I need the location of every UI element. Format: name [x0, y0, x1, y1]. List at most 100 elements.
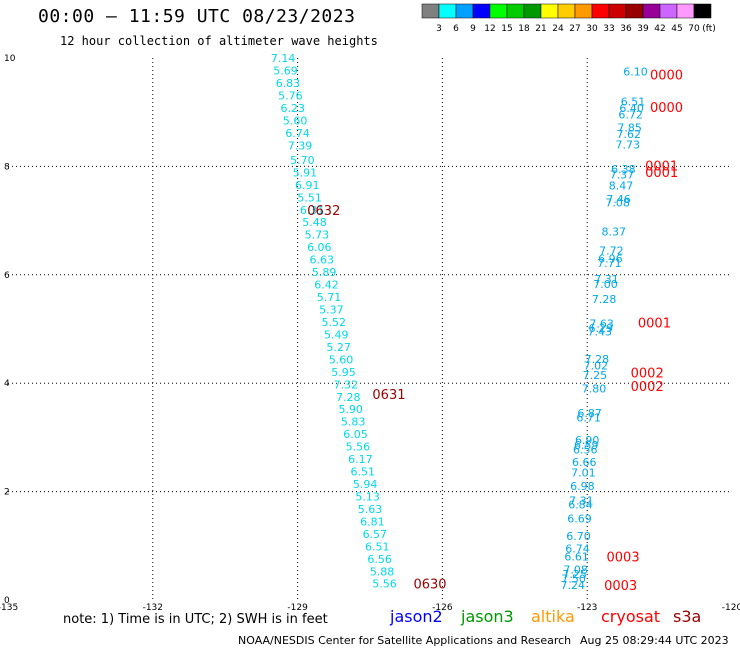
- colorbar-label: 33: [603, 24, 614, 34]
- wave-height-point: 6.63: [309, 254, 334, 267]
- wave-height-point: 7.28: [592, 293, 617, 306]
- wave-height-point: 6.38: [611, 163, 636, 176]
- wave-height-point: 7.62: [616, 128, 641, 141]
- pass-time-label: 0000: [650, 101, 683, 116]
- pass-time-label: 0631: [372, 388, 405, 403]
- legend-jason2: jason2: [390, 607, 443, 626]
- wave-height-point: 7.72: [599, 244, 624, 257]
- wave-height-point: 6.91: [295, 179, 320, 192]
- colorbar-label: 70: [688, 24, 700, 34]
- colorbar-label: 30: [586, 24, 598, 34]
- wave-height-point: 6.72: [618, 108, 643, 121]
- wave-height-point: 7.08: [563, 564, 588, 577]
- wave-height-point: 6.83: [276, 77, 301, 90]
- wave-height-point: 7.50: [561, 572, 586, 585]
- wave-height-point: 7.14: [271, 52, 296, 65]
- wave-height-point: 6.70: [566, 530, 591, 543]
- wave-height-point: 6.81: [360, 515, 385, 528]
- pass-time-label: 0632: [307, 204, 340, 219]
- wave-height-point: 6.98: [570, 480, 595, 493]
- chart-title: 00:00 — 11:59 UTC 08/23/2023: [38, 6, 356, 27]
- wave-height-point: 7.25: [562, 568, 587, 581]
- wave-height-point: 7.37: [610, 169, 635, 182]
- y-tick-label: 8: [4, 162, 10, 172]
- wave-height-point: 6.69: [567, 513, 592, 526]
- colorbar-label: (ft): [702, 24, 716, 34]
- y-tick-label: 2: [4, 488, 10, 498]
- colorbar-swatch: [693, 3, 712, 19]
- wave-height-point: 7.39: [288, 139, 313, 152]
- wave-height-point: 5.13: [355, 490, 380, 503]
- colorbar-label: 15: [501, 24, 512, 34]
- wave-height-point: 7.25: [583, 369, 608, 382]
- wave-height-point: 7.73: [615, 139, 640, 152]
- wave-height-point: 6.74: [285, 127, 310, 140]
- colorbar-label: 12: [484, 24, 495, 34]
- wave-height-point: 5.73: [305, 229, 330, 242]
- wave-height-point: 7.28: [336, 391, 361, 404]
- wave-height-point: 5.89: [312, 266, 337, 279]
- wave-height-point: 6.40: [619, 102, 644, 115]
- wave-height-point: 6.96: [598, 253, 623, 266]
- wave-height-point: 7.24: [560, 579, 585, 592]
- wave-height-point: 7.31: [569, 494, 594, 507]
- wave-height-point: 7.00: [593, 278, 618, 291]
- wave-height-point: 5.71: [317, 291, 342, 304]
- legend-altika: altika: [531, 607, 575, 626]
- wave-height-point: 6.59: [574, 439, 599, 452]
- wave-height-point: 5.69: [273, 64, 298, 77]
- colorbar-label: 36: [620, 24, 632, 34]
- wave-height-point: 6.71: [576, 411, 601, 424]
- wave-height-point: 5.70: [290, 154, 315, 167]
- wave-height-point: 8.37: [601, 225, 626, 238]
- wave-height-point: 6.23: [281, 102, 306, 115]
- wave-height-point: 6.87: [577, 407, 602, 420]
- wave-height-point: 5.49: [324, 328, 349, 341]
- pass-time-label: 0002: [631, 380, 664, 395]
- x-tick-label: -120: [722, 603, 740, 610]
- wave-height-point: 5.48: [302, 216, 327, 229]
- pass-time-label: 0002: [631, 366, 664, 381]
- wave-height-point: 5.60: [329, 353, 354, 366]
- wave-height-point: 7.46: [606, 193, 631, 206]
- colorbar-label: 18: [518, 24, 530, 34]
- wave-height-point: 8.47: [609, 179, 634, 192]
- x-tick-label: -132: [143, 603, 163, 610]
- wave-height-point: 5.95: [331, 366, 356, 379]
- wave-height-point: 7.80: [582, 383, 607, 396]
- colorbar-label: 3: [436, 24, 442, 34]
- legend-s3a: s3a: [673, 607, 702, 626]
- pass-time-label: 0000: [650, 68, 683, 83]
- wave-height-point: 5.27: [326, 341, 351, 354]
- wave-height-point: 5.88: [370, 565, 395, 578]
- wave-height-point: 5.56: [346, 441, 371, 454]
- wave-height-point: 5.51: [297, 191, 322, 204]
- wave-height-point: 6.51: [351, 466, 376, 479]
- y-tick-label: 6: [4, 271, 10, 281]
- pass-time-label: 0001: [645, 159, 678, 174]
- wave-height-point: 5.63: [358, 503, 383, 516]
- wave-height-point: 6.61: [564, 551, 589, 564]
- colorbar-label: 42: [654, 24, 665, 34]
- colorbar-label: 24: [552, 24, 564, 34]
- colorbar-label: 9: [470, 24, 476, 34]
- pass-time-label: 0003: [604, 579, 637, 594]
- wave-height-point: 5.56: [372, 578, 397, 591]
- wave-height-point: 5.83: [341, 416, 366, 429]
- x-tick-label: -129: [287, 603, 308, 610]
- wave-height-point: 7.43: [587, 326, 612, 339]
- wave-height-point: 7.32: [334, 378, 359, 391]
- x-tick-label: -126: [432, 603, 453, 610]
- wave-height-point: 6.66: [572, 456, 597, 469]
- plot-area: -135-132-129-126-123-12002468107.145.696…: [0, 52, 740, 610]
- wave-height-point: 7.63: [589, 318, 614, 331]
- y-tick-label: 4: [4, 379, 10, 389]
- colorbar-label: 39: [637, 24, 649, 34]
- y-tick-label: 10: [4, 54, 16, 64]
- pass-time-label: 0003: [607, 551, 640, 566]
- wave-height-point: 7.08: [605, 197, 630, 210]
- wave-height-point: 7.28: [585, 353, 610, 366]
- wave-height-point: 5.60: [283, 114, 308, 127]
- chart-subtitle: 12 hour collection of altimeter wave hei…: [60, 34, 378, 48]
